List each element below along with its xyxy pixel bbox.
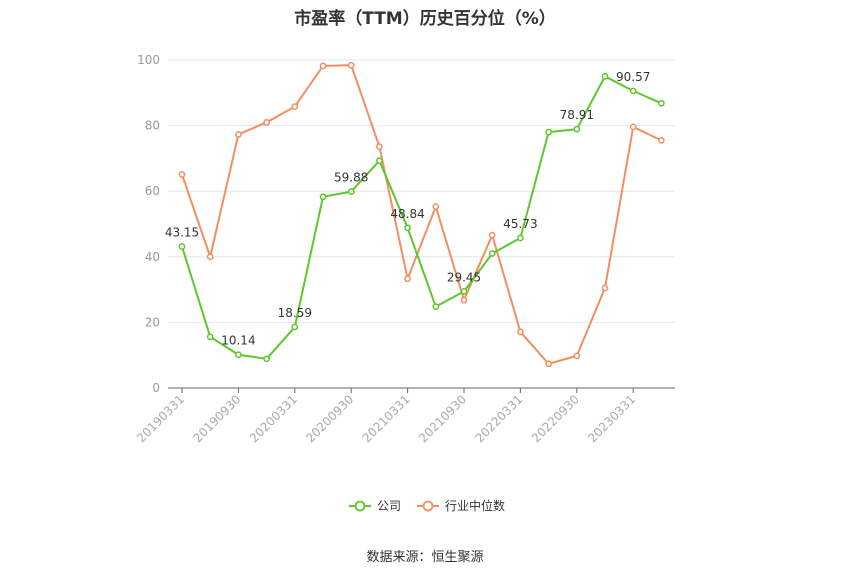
chart-title: 市盈率（TTM）历史百分位（%） <box>294 9 556 29</box>
data-point <box>376 143 383 150</box>
legend-item: 行业中位数 <box>417 498 505 513</box>
data-point <box>432 203 440 210</box>
data-point <box>347 61 355 69</box>
data-point <box>319 193 327 201</box>
legend-marker <box>354 500 366 512</box>
legend-label: 公司 <box>377 499 401 513</box>
x-tick-label: 20200331 <box>247 392 300 445</box>
data-point <box>658 99 665 107</box>
y-tick-label: 80 <box>145 119 160 133</box>
data-source-note: 数据来源：恒生聚源 <box>366 550 484 565</box>
data-point <box>460 288 468 295</box>
data-point <box>206 253 214 261</box>
data-point <box>263 118 270 126</box>
data-point <box>545 128 552 136</box>
y-tick-label: 40 <box>145 250 160 264</box>
data-label: 90.57 <box>616 70 650 84</box>
data-point <box>178 243 186 250</box>
legend-label: 行业中位数 <box>445 498 505 513</box>
data-label: 45.73 <box>503 217 537 231</box>
series-line <box>181 64 662 365</box>
data-point <box>432 303 440 311</box>
x-tick-label: 20190930 <box>190 392 243 445</box>
x-tick-label: 20220930 <box>529 392 582 445</box>
x-tick-label: 20200930 <box>303 392 356 445</box>
data-point <box>178 171 186 178</box>
data-label: 78.91 <box>560 108 594 122</box>
data-point <box>319 62 327 70</box>
x-tick-label: 20230331 <box>585 392 638 445</box>
grid-layer <box>168 59 675 323</box>
data-point <box>545 360 552 368</box>
data-point <box>206 333 214 341</box>
data-label: 29.45 <box>447 270 481 284</box>
legend: 公司 行业中位数 <box>349 498 505 513</box>
x-tick-label: 20190331 <box>134 392 187 445</box>
data-point <box>601 284 609 292</box>
data-point <box>404 275 411 283</box>
series-line <box>181 75 662 360</box>
x-tick-label: 20220331 <box>472 392 525 445</box>
data-point <box>404 224 411 232</box>
data-point <box>573 352 581 360</box>
y-tick-label: 0 <box>152 381 160 395</box>
data-point <box>376 157 383 165</box>
data-point <box>601 73 609 80</box>
data-point <box>235 351 242 359</box>
data-label: 10.14 <box>221 334 255 348</box>
data-label: 48.84 <box>390 207 424 221</box>
y-tick-label: 100 <box>137 53 160 67</box>
x-tick-label: 20210331 <box>360 392 413 445</box>
data-label: 59.88 <box>334 171 368 185</box>
data-point <box>488 231 496 239</box>
data-point <box>291 323 299 331</box>
legend-item: 公司 <box>349 499 401 513</box>
data-label-layer: 43.15 10.14 18.59 59.88 48.84 29.45 45.73 78.91… <box>165 70 651 348</box>
data-point <box>629 87 637 95</box>
data-label: 43.15 <box>165 225 199 239</box>
series-layer <box>178 61 665 368</box>
data-point <box>488 250 496 257</box>
data-point <box>263 355 270 363</box>
data-label: 18.59 <box>278 306 312 320</box>
data-point <box>291 103 299 110</box>
legend-marker <box>422 500 434 512</box>
data-point <box>573 125 581 133</box>
data-point <box>517 328 524 336</box>
data-point <box>658 137 665 144</box>
data-point <box>347 188 355 195</box>
y-tick-label: 20 <box>145 315 160 329</box>
data-point <box>235 131 242 138</box>
data-point <box>629 123 637 131</box>
data-point <box>517 234 524 242</box>
y-tick-label: 60 <box>145 184 160 198</box>
x-tick-label: 20210930 <box>416 392 469 445</box>
data-point <box>460 296 468 304</box>
